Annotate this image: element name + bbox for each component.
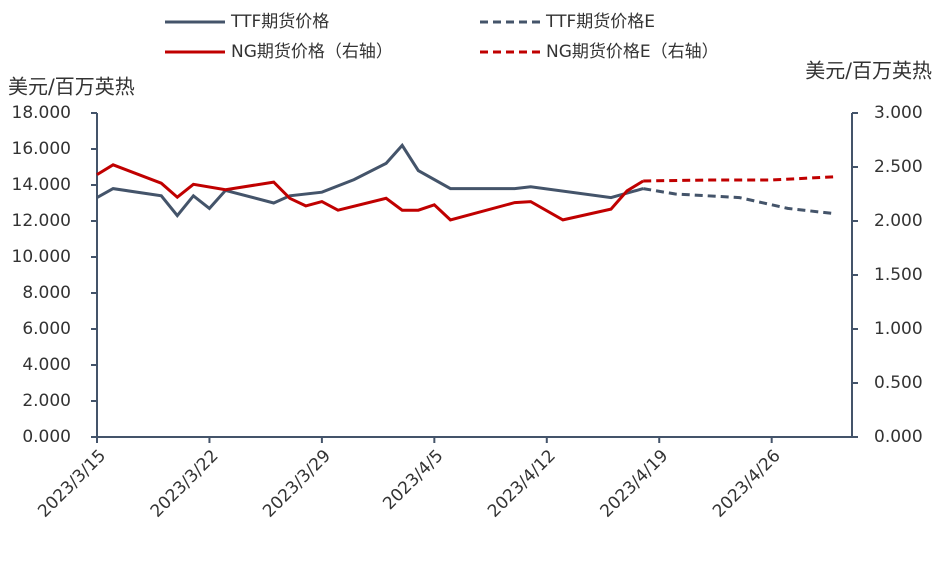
y2-tick-label: 1.500 — [874, 265, 923, 285]
y2-tick-label: 2.000 — [874, 211, 923, 231]
y2-tick-label: 1.000 — [874, 319, 923, 339]
y2-tick-label: 0.500 — [874, 373, 923, 393]
y-tick-label: 0.000 — [22, 427, 71, 447]
x-tick-label: 2023/4/12 — [484, 446, 560, 522]
y2-tick-label: 0.000 — [874, 427, 923, 447]
x-tick-label: 2023/3/29 — [259, 446, 335, 522]
legend-label: TTF期货价格 — [230, 12, 329, 32]
legend-label: TTF期货价格E — [545, 12, 655, 32]
series-line — [642, 187, 837, 216]
y-tick-label: 8.000 — [22, 283, 71, 303]
series-line — [96, 163, 644, 222]
x-tick-label: 2023/3/15 — [34, 446, 110, 522]
y-axis-title: 美元/百万英热 — [8, 75, 135, 99]
legend-label: NG期货价格（右轴） — [231, 42, 393, 62]
y2-axis-title: 美元/百万英热 — [805, 59, 932, 83]
y-tick-label: 4.000 — [22, 355, 71, 375]
y-tick-label: 6.000 — [22, 319, 71, 339]
y2-tick-label: 2.500 — [874, 157, 923, 177]
x-tick-label: 2023/4/5 — [379, 446, 447, 514]
y-tick-label: 14.000 — [12, 175, 71, 195]
y2-tick-label: 3.000 — [874, 103, 923, 123]
y-tick-label: 16.000 — [12, 139, 71, 159]
x-tick-label: 2023/4/26 — [709, 446, 785, 522]
y-tick-label: 10.000 — [12, 247, 71, 267]
series-line — [96, 142, 644, 218]
x-tick-label: 2023/4/19 — [597, 446, 673, 522]
y-tick-label: 12.000 — [12, 211, 71, 231]
y-tick-label: 18.000 — [12, 103, 71, 123]
x-tick-label: 2023/3/22 — [147, 446, 223, 522]
legend-label: NG期货价格E（右轴） — [546, 42, 719, 62]
y-tick-label: 2.000 — [22, 391, 71, 411]
series-line — [643, 175, 836, 183]
